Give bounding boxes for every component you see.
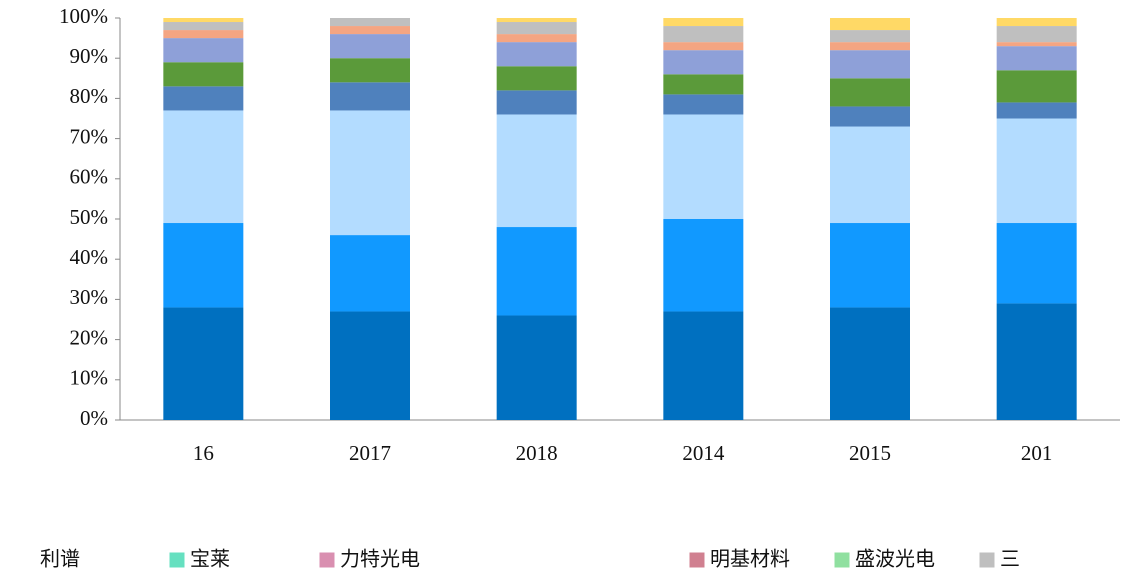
- bar-segment: [663, 311, 744, 420]
- bar-segment: [163, 38, 244, 63]
- bar-segment: [663, 94, 744, 115]
- bar-segment: [496, 18, 577, 23]
- bar-segment: [163, 110, 244, 224]
- bar-segment: [330, 235, 410, 312]
- x-tick-label: 16: [193, 441, 214, 465]
- bar-segment: [163, 62, 244, 87]
- legend-label: 宝莱: [190, 547, 230, 571]
- bar-segment: [996, 102, 1077, 119]
- bar-segment: [996, 26, 1077, 43]
- bar-segment: [163, 22, 244, 31]
- bar-segment: [663, 74, 744, 95]
- x-tick-label: 2014: [682, 441, 725, 465]
- bar-segment: [996, 42, 1077, 47]
- bar-segment: [496, 66, 577, 91]
- bar-segment: [496, 90, 577, 115]
- legend-label: 明基材料: [710, 547, 790, 571]
- bar-segment: [330, 110, 410, 236]
- legend-swatch: [689, 552, 705, 568]
- legend-swatch: [319, 552, 335, 568]
- y-tick-label: 30%: [70, 285, 109, 309]
- y-tick-label: 50%: [70, 205, 109, 229]
- x-tick-label: 2018: [516, 441, 558, 465]
- bar-segment: [830, 42, 910, 51]
- bar-segment: [996, 303, 1077, 420]
- bar-segment: [496, 114, 577, 228]
- bar-segment: [663, 26, 744, 43]
- bar-segment: [830, 50, 910, 79]
- legend-label: 力特光电: [340, 547, 420, 571]
- bar-segment: [330, 26, 410, 35]
- bar-segment: [496, 315, 577, 420]
- bar-segment: [663, 18, 744, 27]
- bar-segment: [330, 82, 410, 111]
- bar-segment: [996, 118, 1077, 224]
- bar-segment: [330, 18, 410, 27]
- y-tick-label: 80%: [70, 84, 109, 108]
- bar-segment: [496, 227, 577, 316]
- legend-label: 盛波光电: [855, 547, 935, 571]
- y-tick-label: 90%: [70, 44, 109, 68]
- legend-swatch: [979, 552, 995, 568]
- bar-segment: [830, 126, 910, 224]
- y-tick-label: 70%: [70, 124, 109, 148]
- bar-segment: [996, 223, 1077, 304]
- y-tick-label: 20%: [70, 325, 109, 349]
- bar-segment: [496, 34, 577, 43]
- legend-swatch: [20, 553, 34, 567]
- y-tick-label: 100%: [59, 4, 108, 28]
- legend-swatch: [834, 552, 850, 568]
- bar-segment: [163, 18, 244, 23]
- bar-segment: [496, 42, 577, 67]
- bar-segment: [830, 78, 910, 107]
- bar-segment: [163, 223, 244, 308]
- bar-segment: [330, 58, 410, 83]
- x-tick-label: 201: [1021, 441, 1053, 465]
- legend-label: 三: [1000, 547, 1020, 571]
- bar-segment: [496, 22, 577, 35]
- bar-segment: [996, 18, 1077, 27]
- bar-segment: [163, 86, 244, 111]
- bar-segment: [663, 219, 744, 312]
- bar-segment: [163, 307, 244, 420]
- bar-segment: [830, 223, 910, 308]
- bar-segment: [330, 311, 410, 420]
- bar-segment: [830, 18, 910, 31]
- bar-segment: [830, 307, 910, 420]
- bar-segment: [830, 106, 910, 127]
- bar-segment: [330, 34, 410, 59]
- bar-segment: [996, 46, 1077, 71]
- bar-segment: [663, 42, 744, 51]
- y-tick-label: 40%: [70, 245, 109, 269]
- y-tick-label: 60%: [70, 165, 109, 189]
- x-tick-label: 2015: [849, 441, 891, 465]
- bar-segment: [830, 30, 910, 43]
- bar-segment: [663, 114, 744, 219]
- bar-segment: [996, 70, 1077, 103]
- legend-label: 利谱: [40, 547, 80, 571]
- x-tick-label: 2017: [349, 441, 391, 465]
- y-tick-label: 10%: [70, 366, 109, 390]
- y-tick-label: 0%: [80, 406, 108, 430]
- bar-segment: [163, 30, 244, 39]
- legend-swatch: [169, 552, 185, 568]
- bar-segment: [663, 50, 744, 75]
